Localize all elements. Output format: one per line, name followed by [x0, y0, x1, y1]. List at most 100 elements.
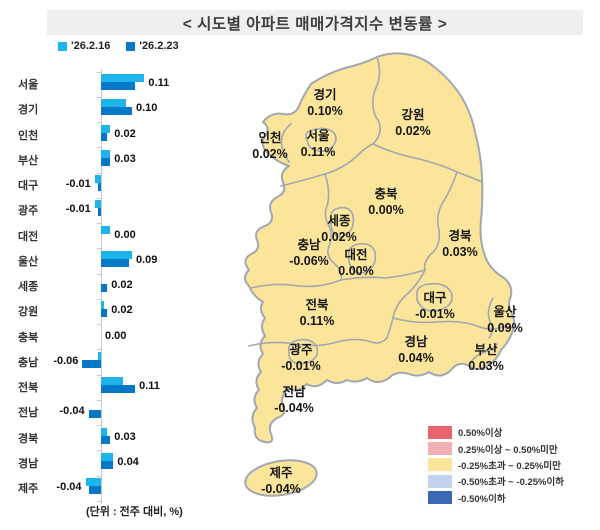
map-color-legend: 0.50%이상 0.25%이상 ~ 0.50%미만 -0.25%초과 ~ 0.25%…: [428, 424, 564, 506]
bar-value-label: 0.03: [114, 430, 136, 443]
category-label: 대구: [18, 180, 39, 192]
region-name: 부산: [474, 343, 498, 357]
region-name: 경남: [404, 335, 428, 349]
bar-week1: [101, 377, 123, 385]
border-jeonbuk-jeonnam: [248, 337, 388, 347]
axis-tick: [97, 374, 101, 376]
bar-week1: [101, 149, 111, 158]
map-region-label: 인천 0.02%: [252, 131, 287, 162]
map-region-label: 부산 0.03%: [468, 343, 503, 374]
map-legend-row: -0.50%초과 ~ -0.25%이하: [428, 473, 564, 489]
axis-tick: [97, 450, 101, 452]
border-jeonbuk-east: [386, 269, 426, 339]
map-legend-label: -0.50%초과 ~ -0.25%이하: [458, 477, 564, 489]
axis-tick: [97, 122, 101, 123]
bar-value-label: -0.04: [56, 481, 82, 493]
axis-tick: [97, 273, 101, 275]
bar-week2: [101, 132, 108, 141]
bar-week2: [101, 284, 108, 292]
category-label: 제주: [18, 483, 39, 495]
bar-week2: [101, 309, 108, 318]
bar-week1: [101, 301, 105, 310]
bar-value-label: 0.10: [136, 102, 158, 115]
map-region-label: 전북 0.11%: [300, 298, 335, 329]
page-title: < 시도별 아파트 매매가격지수 변동률 >: [182, 15, 448, 33]
bar-week2: [101, 258, 129, 267]
border-seoul-enclave: [305, 127, 337, 153]
category-label: 충북: [18, 331, 39, 344]
region-value: -0.04%: [274, 400, 314, 415]
region-name: 전남: [282, 385, 306, 399]
category-label: 광주: [18, 205, 39, 218]
border-gyeonggi-south: [280, 143, 374, 187]
region-value: 0.11%: [299, 313, 335, 328]
region-value: -0.01%: [281, 358, 321, 373]
axis-tick: [97, 223, 101, 224]
axis-tick: [97, 349, 101, 351]
bar-week1: [101, 452, 114, 461]
category-label: 부산: [18, 154, 39, 167]
bar-value-label: 0.11: [148, 77, 170, 89]
region-name: 제주: [269, 466, 293, 480]
bar-week2: [101, 435, 111, 444]
bar-week1: [97, 351, 101, 360]
category-label: 강원: [18, 306, 39, 319]
map-region-label: 강원 0.02%: [395, 108, 430, 139]
region-name: 경기: [313, 88, 337, 102]
map-legend-swatch-icon: [428, 458, 452, 472]
border-chungbuk-gyeongbuk: [423, 171, 458, 271]
map-legend-row: 0.25%이상 ~ 0.50%미만: [428, 440, 564, 456]
bar-week2: [101, 385, 136, 393]
border-gyeongbuk-gyeongnam: [392, 317, 514, 330]
bar-week2: [101, 107, 132, 116]
region-name: 세종: [327, 214, 351, 228]
region-value: 0.11%: [300, 144, 336, 159]
axis-tick: [97, 500, 101, 502]
legend-item-week2: '26.2.23: [126, 40, 179, 52]
map-region-label: 충남 -0.06%: [289, 238, 329, 269]
bar-value-label: 0.02: [114, 127, 136, 140]
bar-week1: [101, 225, 111, 234]
region-value: 0.02%: [321, 229, 357, 244]
category-label: 경북: [18, 432, 39, 445]
axis-tick: [97, 425, 101, 426]
map-region-label: 울산 0.09%: [487, 305, 522, 336]
region-value: 0.02%: [395, 123, 431, 138]
axis-tick: [97, 172, 101, 174]
region-name: 경북: [448, 229, 472, 243]
region-value: -0.01%: [415, 306, 455, 321]
map-legend-row: -0.50%이하: [428, 490, 564, 506]
category-label: 울산: [18, 255, 39, 268]
map-region-label: 제주 -0.04%: [261, 466, 301, 497]
map-region-label: 전남 -0.04%: [274, 385, 314, 416]
bar-value-label: 0.02: [111, 279, 133, 291]
legend-label-week1: '26.2.16: [71, 40, 111, 52]
region-name: 울산: [493, 305, 517, 319]
legend-swatch-week2-icon: [126, 41, 136, 51]
region-value: -0.04%: [261, 481, 301, 496]
region-value: 0.09%: [487, 320, 523, 335]
bar-value-label: 0.04: [117, 455, 139, 468]
region-name: 강원: [401, 108, 425, 122]
bar-value-label: 0.09: [136, 253, 158, 266]
bar-value-label: -0.06: [53, 354, 79, 367]
region-value: 0.04%: [398, 350, 434, 365]
axis-tick: [97, 475, 101, 477]
category-label: 전남: [18, 407, 39, 420]
bar-value-label: -0.01: [65, 203, 91, 216]
bar-week2: [101, 157, 111, 166]
region-value: 0.03%: [442, 244, 478, 259]
map-legend-label: -0.50%이하: [458, 493, 506, 505]
map-legend-swatch-icon: [428, 474, 452, 488]
map-region-label: 대구 -0.01%: [415, 291, 455, 322]
bar-week1: [101, 250, 132, 259]
border-sejong-enclave: [329, 206, 355, 238]
map-legend-swatch-icon: [428, 442, 452, 456]
bar-value-label: 0.03: [114, 152, 136, 165]
region-name: 광주: [289, 343, 313, 357]
region-name: 전북: [305, 298, 329, 312]
map-legend-swatch-icon: [428, 491, 452, 505]
bar-week2: [101, 82, 136, 90]
map-legend-label: 0.25%이상 ~ 0.50%미만: [458, 444, 558, 456]
